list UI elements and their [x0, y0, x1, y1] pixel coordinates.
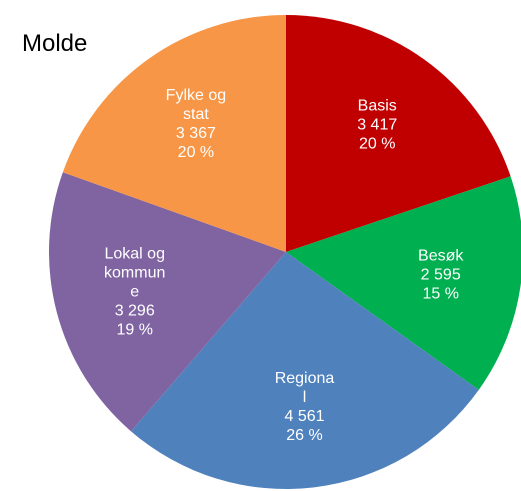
pie-slice — [286, 15, 511, 252]
pie-slice — [131, 252, 479, 489]
value-label: 3 417 — [357, 116, 398, 134]
category-label: Basis — [357, 97, 397, 115]
value-label: 3 296 — [114, 302, 155, 320]
percent-label: 20 % — [359, 135, 396, 153]
percent-label: 19 % — [116, 321, 153, 339]
value-label: 3 367 — [175, 125, 216, 143]
pie-slice — [48, 172, 286, 432]
category-label: Lokal og kommune — [104, 245, 166, 301]
category-label: Regional — [274, 370, 335, 407]
percent-label: 20 % — [177, 144, 215, 162]
pie-slice — [62, 15, 287, 252]
percent-label: 15 % — [422, 285, 459, 303]
slice-label: Lokal og kommune 3 296 19 % — [104, 244, 166, 339]
category-label: Besøk — [418, 247, 464, 265]
value-label: 4 561 — [284, 408, 325, 426]
slice-label: Regional 4 561 26 % — [274, 369, 336, 445]
percent-label: 26 % — [286, 427, 323, 445]
pie-slice — [286, 176, 521, 390]
slice-label: Besøk 2 595 15 % — [410, 247, 472, 304]
value-label: 2 595 — [420, 266, 461, 284]
slice-label: Fylke og stat 3 367 20 % — [165, 86, 227, 162]
slice-label: Basis 3 417 20 % — [346, 96, 408, 153]
category-label: Fylke og stat — [165, 87, 227, 124]
chart-title: Molde — [22, 30, 88, 57]
